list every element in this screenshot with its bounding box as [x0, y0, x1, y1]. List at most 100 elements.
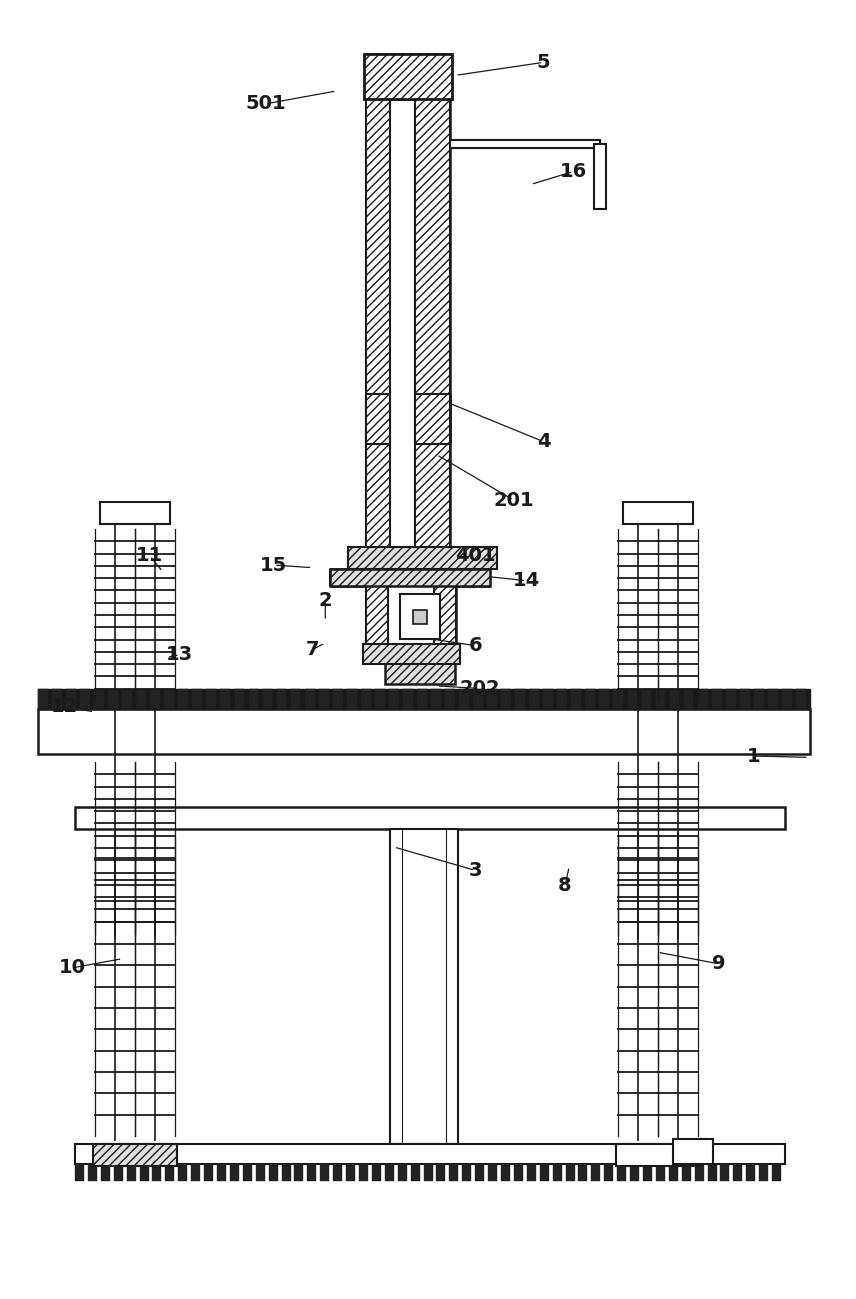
Text: 5: 5 — [537, 53, 550, 71]
Bar — [614, 688, 623, 709]
Bar — [796, 688, 805, 709]
Bar — [616, 1144, 700, 1167]
Bar — [372, 1164, 381, 1181]
Bar — [591, 1164, 600, 1181]
Bar — [88, 1164, 97, 1181]
Text: 16: 16 — [560, 162, 587, 181]
Bar — [366, 586, 388, 659]
Bar — [66, 688, 76, 709]
Text: 501: 501 — [245, 95, 286, 113]
Text: 11: 11 — [136, 547, 163, 565]
Bar — [333, 1164, 342, 1181]
Bar — [204, 1164, 213, 1181]
Bar — [673, 1139, 713, 1164]
Bar — [445, 688, 455, 709]
Bar — [641, 688, 651, 709]
Bar — [529, 688, 539, 709]
Bar — [359, 1164, 368, 1181]
Bar — [434, 586, 456, 659]
Bar — [501, 1164, 510, 1181]
Bar — [385, 1164, 394, 1181]
Bar — [193, 688, 202, 709]
Text: 1: 1 — [746, 747, 760, 765]
Bar — [487, 688, 497, 709]
Bar — [623, 501, 693, 523]
Bar — [656, 688, 665, 709]
Bar — [400, 594, 440, 639]
Bar — [276, 688, 287, 709]
Bar — [191, 1164, 200, 1181]
Bar — [502, 688, 511, 709]
Bar — [415, 394, 450, 444]
Bar — [307, 1164, 317, 1181]
Bar — [390, 99, 415, 579]
Bar — [235, 688, 244, 709]
Bar — [746, 1164, 755, 1181]
Bar — [221, 688, 230, 709]
Text: 2: 2 — [318, 591, 332, 609]
Bar — [411, 1164, 419, 1181]
Bar — [333, 688, 342, 709]
Bar — [269, 1164, 277, 1181]
Bar — [347, 688, 357, 709]
Bar — [572, 688, 581, 709]
Bar — [759, 1164, 768, 1181]
Bar — [122, 688, 132, 709]
Bar — [553, 1164, 562, 1181]
Bar — [431, 688, 441, 709]
Text: 7: 7 — [306, 640, 319, 659]
Bar — [217, 1164, 226, 1181]
Bar — [127, 1164, 135, 1181]
Text: 14: 14 — [513, 572, 540, 590]
Bar — [557, 688, 568, 709]
Bar — [385, 659, 455, 685]
Bar — [282, 1164, 290, 1181]
Bar — [586, 688, 595, 709]
Bar — [38, 709, 810, 753]
Bar — [415, 99, 450, 579]
Bar — [544, 688, 553, 709]
Bar — [100, 501, 170, 523]
Bar — [413, 611, 427, 624]
Bar — [363, 644, 460, 664]
Bar — [417, 688, 427, 709]
Bar — [772, 1164, 782, 1181]
Bar — [734, 1164, 742, 1181]
Bar — [599, 688, 609, 709]
Bar — [114, 1164, 122, 1181]
Bar — [263, 688, 272, 709]
Bar — [681, 1164, 691, 1181]
Text: 201: 201 — [493, 491, 534, 509]
Bar — [140, 1164, 149, 1181]
Bar — [740, 688, 750, 709]
Bar — [669, 1164, 678, 1181]
Bar — [206, 688, 217, 709]
Bar — [617, 1164, 627, 1181]
Text: 9: 9 — [712, 955, 726, 973]
Bar — [256, 1164, 265, 1181]
Bar — [305, 688, 314, 709]
Bar — [52, 688, 62, 709]
Bar — [243, 1164, 252, 1181]
Bar — [80, 688, 90, 709]
Bar — [684, 688, 693, 709]
Bar — [151, 688, 160, 709]
Bar — [330, 569, 490, 586]
Bar — [364, 55, 452, 99]
Bar — [656, 1164, 665, 1181]
Bar — [136, 688, 146, 709]
Bar — [627, 688, 638, 709]
Bar — [390, 829, 458, 1144]
Bar — [540, 1164, 549, 1181]
Bar — [462, 1164, 472, 1181]
Text: 8: 8 — [558, 877, 572, 895]
Bar — [320, 1164, 330, 1181]
Bar — [366, 99, 390, 579]
Bar — [726, 688, 735, 709]
Bar — [579, 1164, 587, 1181]
Bar — [38, 688, 48, 709]
Text: 12: 12 — [51, 698, 78, 716]
Bar — [291, 688, 300, 709]
Bar — [475, 1164, 484, 1181]
Bar — [248, 688, 259, 709]
